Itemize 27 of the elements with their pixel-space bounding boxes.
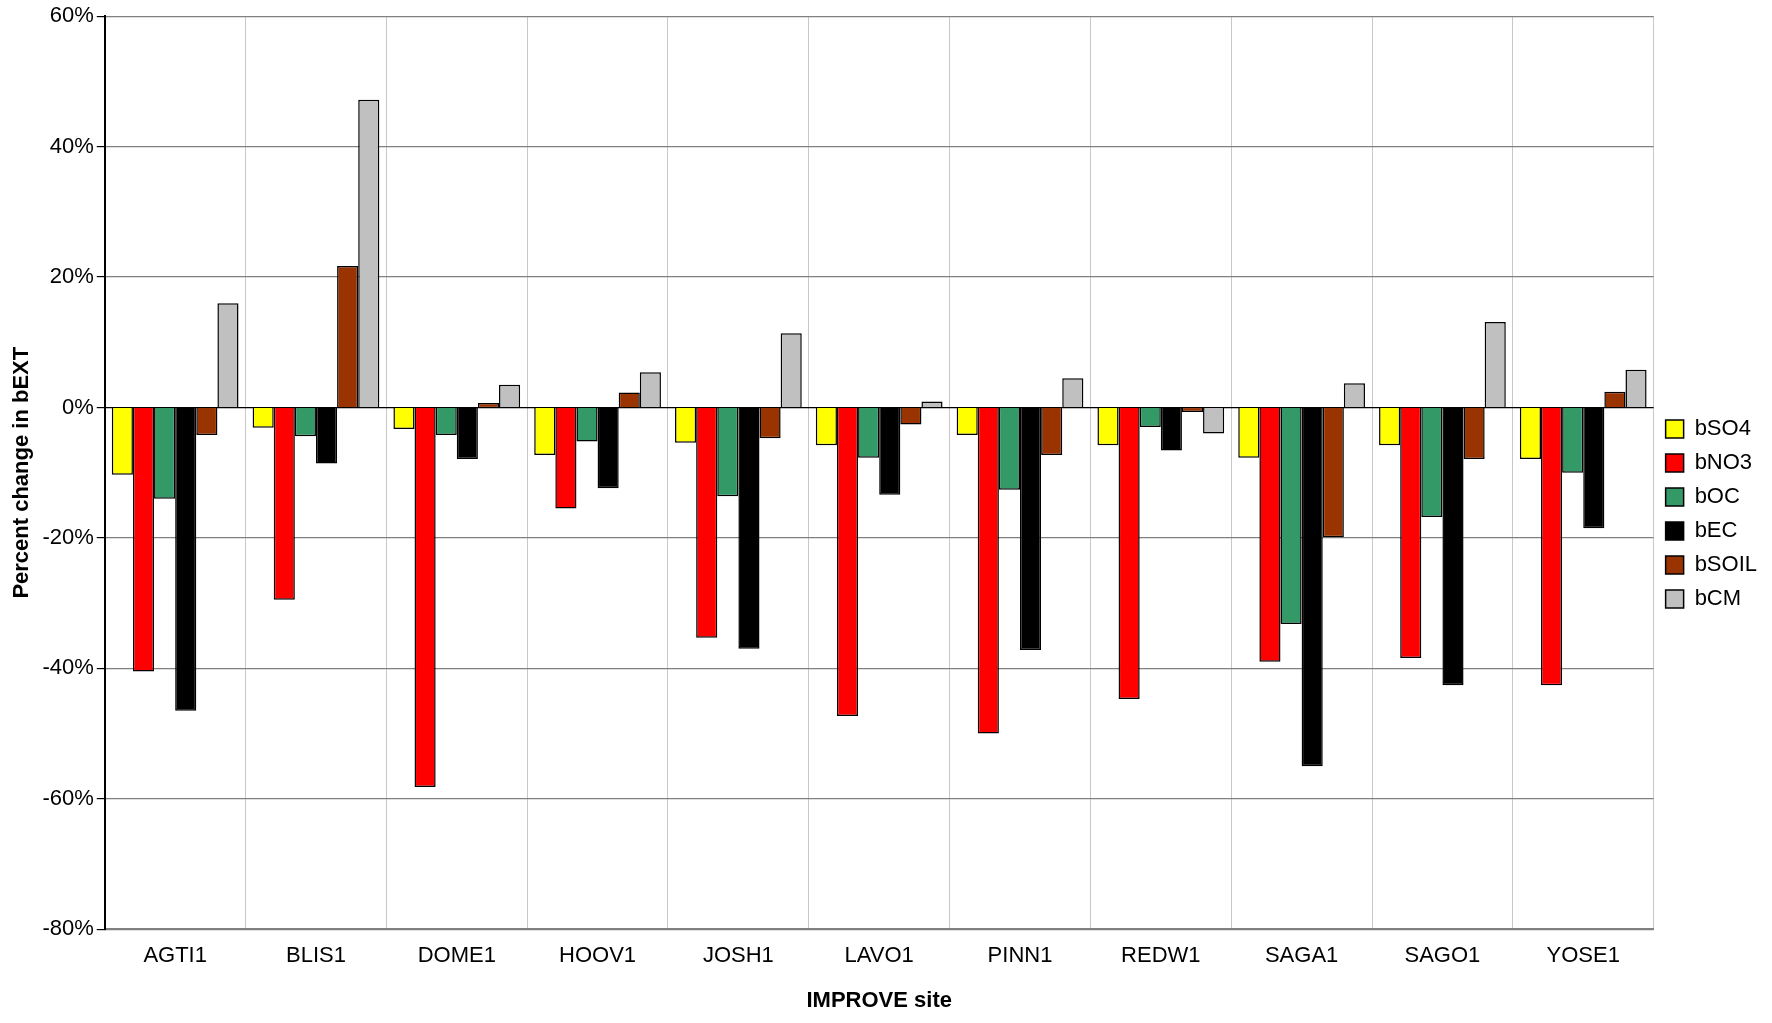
y-axis-title: Percent change in bEXT: [8, 346, 34, 599]
y-tick-label: -60%: [42, 784, 94, 810]
x-tick-label: DOME1: [417, 942, 496, 968]
x-tick-label: LAVO1: [844, 942, 914, 968]
x-tick-label: SAGA1: [1264, 942, 1339, 968]
legend-label: bCM: [1694, 585, 1742, 611]
y-tick-label: -20%: [42, 523, 94, 549]
x-tick-label: BLIS1: [286, 942, 346, 968]
x-tick-label: SAGO1: [1404, 942, 1481, 968]
x-tick-label: YOSE1: [1546, 942, 1620, 968]
y-tick-label: 0%: [61, 393, 94, 419]
legend-label: bSOIL: [1694, 551, 1758, 577]
legend-label: bNO3: [1694, 449, 1753, 475]
legend-label: bEC: [1694, 517, 1738, 543]
y-tick-label: -40%: [42, 654, 94, 680]
y-tick-label: 20%: [49, 263, 94, 289]
legend-label: bSO4: [1694, 415, 1751, 441]
legend-label: bOC: [1694, 483, 1740, 509]
y-tick-label: 60%: [49, 2, 94, 28]
x-tick-label: AGTI1: [143, 942, 207, 968]
x-tick-label: JOSH1: [702, 942, 774, 968]
x-axis-title: IMPROVE site: [806, 986, 952, 1012]
y-tick-label: 40%: [49, 132, 94, 158]
x-tick-label: REDW1: [1121, 942, 1201, 968]
x-tick-label: HOOV1: [559, 942, 637, 968]
x-tick-label: PINN1: [987, 942, 1053, 968]
y-tick-label: -80%: [42, 915, 94, 941]
